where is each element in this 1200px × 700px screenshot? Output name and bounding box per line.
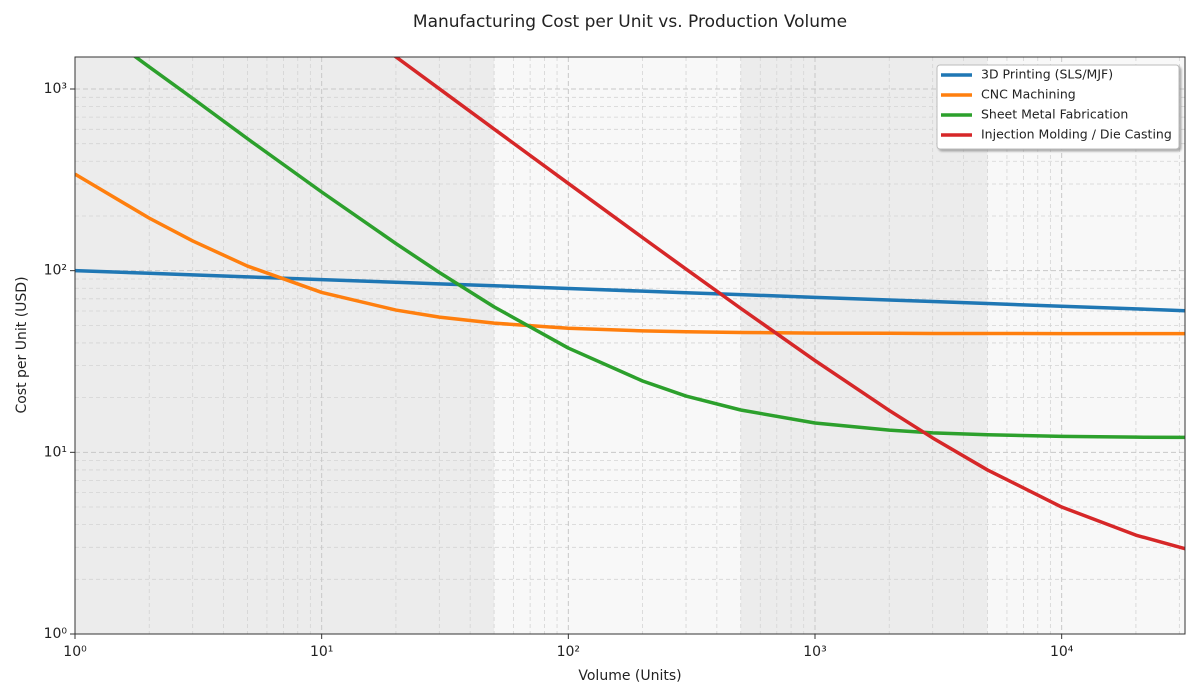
shaded-region [75, 57, 495, 634]
y-axis-label: Cost per Unit (USD) [14, 276, 30, 413]
chart-title: Manufacturing Cost per Unit vs. Producti… [413, 12, 847, 32]
x-axis-label: Volume (Units) [578, 668, 681, 684]
y-tick-label: 10³ [44, 81, 67, 97]
series-line [75, 172, 1185, 336]
series-line [75, 268, 1185, 313]
legend-label: CNC Machining [981, 87, 1076, 102]
legend-label: Injection Molding / Die Casting [981, 127, 1172, 142]
x-tick-label: 10³ [803, 644, 826, 660]
shaded-region [740, 57, 988, 634]
legend-label: Sheet Metal Fabrication [981, 107, 1128, 122]
legend-box [936, 64, 1180, 150]
x-tick-label: 10¹ [310, 644, 333, 660]
plot-frame [74, 56, 1186, 635]
y-tick-label: 10¹ [44, 444, 67, 460]
x-tick-label: 10² [557, 644, 580, 660]
series-line [132, 57, 1185, 440]
x-tick-label: 10⁰ [63, 644, 87, 660]
series-line [393, 57, 1185, 551]
x-tick-label: 10⁴ [1050, 644, 1074, 660]
legend-label: 3D Printing (SLS/MJF) [981, 67, 1113, 82]
y-tick-label: 10⁰ [44, 626, 68, 642]
y-tick-label: 10² [44, 263, 67, 279]
